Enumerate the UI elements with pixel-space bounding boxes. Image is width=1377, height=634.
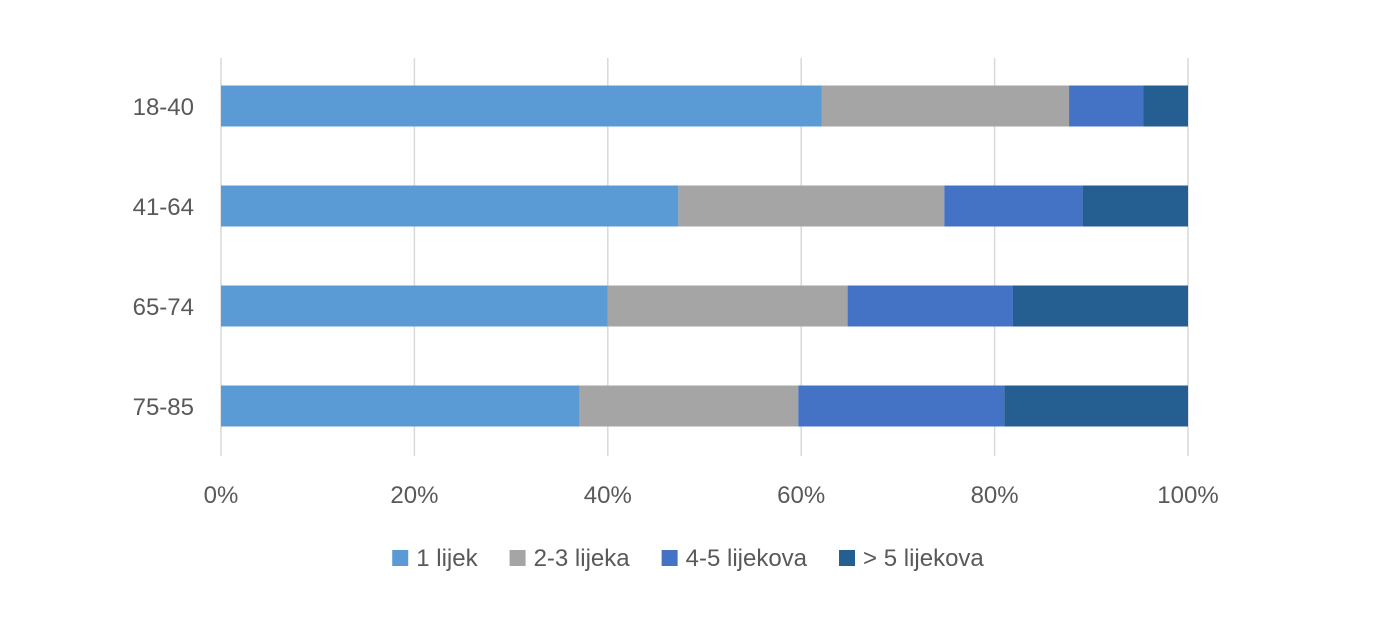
y-category-label: 18-40: [133, 94, 194, 121]
bar-segment-65-74-s2: [847, 285, 1013, 327]
bar-segment-65-74-s1: [607, 285, 848, 327]
bar-segment-65-74-s0: [221, 285, 608, 327]
legend-swatch: [392, 550, 409, 566]
legend-swatch: [661, 550, 678, 566]
x-tick-label: 60%: [777, 482, 825, 509]
x-tick-label: 20%: [390, 482, 438, 509]
x-tick-label: 100%: [1157, 482, 1218, 509]
x-tick-label: 0%: [204, 482, 239, 509]
x-tick-label: 40%: [584, 482, 632, 509]
legend-swatch: [509, 550, 526, 566]
y-category-label: 75-85: [133, 394, 194, 421]
legend-label: 1 lijek: [416, 545, 478, 572]
legend-label: 2-3 lijeka: [534, 545, 631, 572]
bar-segment-75-85-s1: [579, 385, 799, 427]
bar-segment-75-85-s2: [798, 385, 1005, 427]
x-tick-labels: 0% 20% 40% 60% 80% 100%: [204, 482, 1219, 509]
bar-segment-41-64-s1: [678, 185, 945, 227]
bar-segment-18-40-s3: [1143, 85, 1188, 127]
y-category-label: 65-74: [133, 294, 194, 321]
bar-segment-18-40-s1: [821, 85, 1070, 127]
bar-segment-41-64-s3: [1082, 185, 1188, 227]
bar-segment-65-74-s3: [1012, 285, 1188, 327]
y-category-labels: 18-40 41-64 65-74 75-85: [133, 94, 194, 421]
y-category-label: 41-64: [133, 194, 194, 221]
bar-segment-41-64-s0: [221, 185, 679, 227]
legend-label: 4-5 lijekova: [686, 545, 808, 572]
bar-segment-18-40-s2: [1069, 85, 1144, 127]
legend-swatch: [839, 550, 856, 566]
bars: [221, 85, 1188, 427]
bar-segment-75-85-s3: [1004, 385, 1188, 427]
bar-segment-75-85-s0: [221, 385, 580, 427]
legend: 1 lijek 2-3 lijeka 4-5 lijekova > 5 lijekov…: [392, 545, 984, 572]
x-tick-label: 80%: [971, 482, 1019, 509]
legend-label: > 5 lijekova: [863, 545, 984, 572]
bar-segment-18-40-s0: [221, 85, 822, 127]
bar-segment-41-64-s2: [944, 185, 1083, 227]
